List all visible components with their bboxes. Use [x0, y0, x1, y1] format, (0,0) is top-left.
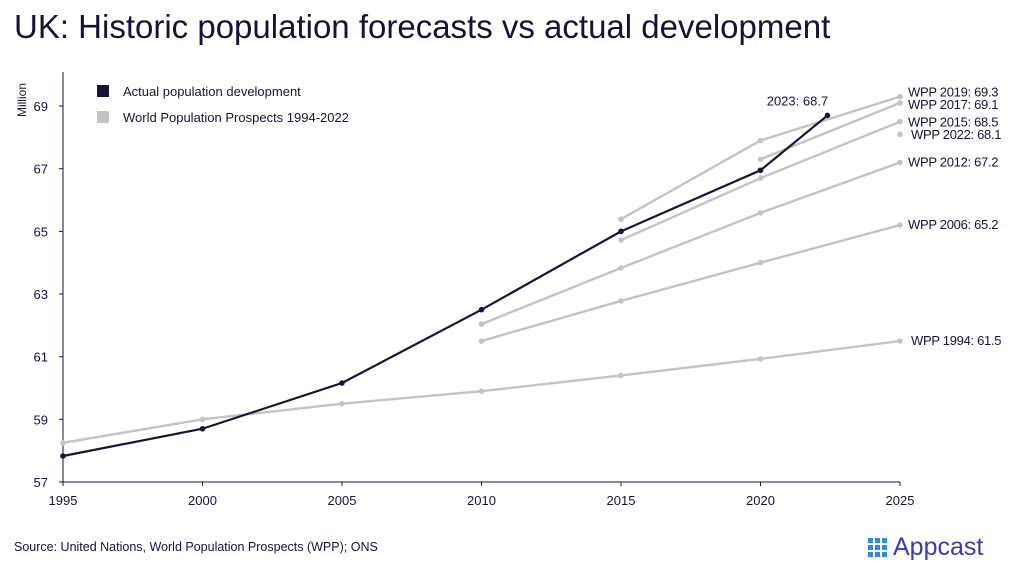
end-label-wpp-2022: WPP 2022: 68.1 [911, 127, 1001, 142]
data-point-wpp-1994 [897, 338, 903, 344]
data-point-wpp-1994 [339, 400, 345, 407]
data-point-wpp-2015 [897, 118, 903, 125]
data-point-actual-population-development [618, 228, 624, 235]
data-point-actual-population-development [339, 380, 345, 386]
chart-title: UK: Historic population forecasts vs act… [14, 8, 831, 45]
legend-swatch [97, 85, 109, 97]
data-point-actual-population-development [757, 167, 764, 174]
data-point-wpp-2015 [757, 175, 764, 181]
y-tick-label: 63 [34, 287, 48, 302]
end-label-wpp-2017: WPP 2017: 69.1 [908, 97, 998, 112]
data-point-actual-population-development [824, 112, 831, 119]
data-point-wpp-2012 [478, 321, 485, 327]
y-tick-label: 69 [34, 99, 48, 114]
data-point-wpp-2019 [897, 93, 903, 100]
x-tick-label: 2020 [746, 493, 775, 508]
legend-item-actual: Actual population development [97, 78, 349, 104]
data-point-wpp-2012 [618, 265, 624, 271]
data-point-wpp-2012 [897, 159, 903, 166]
end-label-wpp-2019: WPP 2019: 69.3 [908, 85, 998, 100]
y-tick-label: 59 [34, 412, 48, 427]
end-label-wpp-2006: WPP 2006: 65.2 [908, 217, 998, 232]
data-point-wpp-1994 [60, 440, 66, 446]
data-point-wpp-2019 [757, 137, 764, 144]
x-tick-label: 2000 [188, 493, 217, 508]
data-point-wpp-2019 [618, 216, 624, 222]
x-tick-label: 1995 [49, 493, 78, 508]
x-tick-label: 2005 [328, 493, 357, 508]
data-point-wpp-2017 [897, 100, 903, 106]
legend-label: Actual population development [123, 83, 301, 99]
logo-text: Appcast [893, 533, 984, 561]
appcast-logo: Appcast [868, 533, 983, 562]
data-point-wpp-1994 [478, 388, 485, 394]
data-point-wpp-2022 [897, 131, 903, 138]
legend-swatch [97, 111, 109, 123]
data-point-wpp-2006 [897, 222, 903, 228]
x-tick-label: 2010 [467, 493, 496, 508]
end-label-wpp-2015: WPP 2015: 68.5 [908, 115, 998, 130]
x-tick-label: 2025 [886, 493, 915, 508]
legend-label: World Population Prospects 1994-2022 [123, 109, 349, 125]
source-note: Source: United Nations, World Population… [14, 540, 378, 554]
y-tick-label: 65 [34, 224, 48, 239]
y-axis-label: Million [15, 83, 29, 117]
end-label-wpp-2012: WPP 2012: 67.2 [908, 154, 998, 169]
data-point-wpp-2006 [618, 298, 624, 304]
data-point-actual-population-development [60, 453, 66, 459]
data-point-wpp-2012 [757, 210, 764, 216]
data-point-actual-population-development [478, 306, 485, 313]
end-label-wpp-1994: WPP 1994: 61.5 [911, 333, 1001, 348]
legend-item-forecast: World Population Prospects 1994-2022 [97, 104, 349, 130]
y-tick-label: 61 [34, 350, 48, 365]
data-point-wpp-1994 [618, 372, 624, 379]
legend: Actual population development World Popu… [97, 78, 349, 130]
data-point-wpp-2015 [618, 237, 624, 243]
end-label-actual-population-development: 2023: 68.7 [767, 93, 828, 108]
y-tick-label: 57 [34, 475, 48, 490]
data-point-wpp-2017 [757, 156, 764, 163]
series-line-wpp-2012 [481, 161, 901, 326]
x-tick-label: 2015 [607, 493, 636, 508]
data-point-wpp-1994 [199, 416, 206, 423]
data-point-wpp-1994 [757, 356, 764, 362]
series-line-wpp-2006 [481, 223, 901, 343]
data-point-actual-population-development [199, 425, 206, 432]
y-tick-label: 67 [34, 162, 48, 177]
data-point-wpp-2006 [478, 338, 485, 344]
logo-grid-icon [868, 538, 887, 557]
data-point-wpp-2006 [757, 259, 764, 266]
